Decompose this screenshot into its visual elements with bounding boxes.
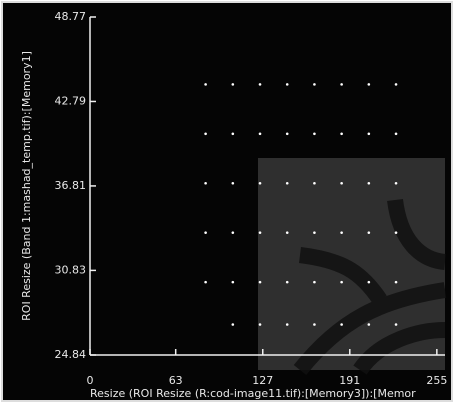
point [313, 181, 316, 185]
point [258, 83, 262, 86]
point [367, 132, 371, 136]
point [367, 323, 371, 326]
point [313, 323, 316, 326]
y-tick-label: 48.77 [55, 10, 87, 23]
point [340, 231, 343, 234]
point [313, 132, 316, 136]
point [394, 132, 398, 136]
point [231, 323, 235, 326]
point [313, 231, 316, 234]
point [285, 181, 289, 185]
point [340, 323, 343, 326]
point [231, 132, 235, 136]
point [285, 83, 289, 86]
point [340, 132, 343, 136]
point [231, 280, 235, 284]
point [394, 280, 398, 284]
point [258, 323, 262, 326]
point [231, 231, 235, 234]
point [394, 323, 398, 326]
point [231, 181, 235, 185]
point [285, 231, 289, 234]
y-tick-label: 36.81 [55, 179, 87, 192]
x-axis-label: Resize (ROI Resize (R:cod-image11.tif):[… [90, 387, 416, 400]
point [204, 231, 207, 234]
y-tick-label: 30.83 [55, 263, 87, 276]
y-tick-label: 42.79 [55, 94, 87, 107]
point [367, 231, 371, 234]
point [367, 83, 371, 86]
point [204, 280, 207, 284]
point [394, 231, 398, 234]
y-axis-label: ROI Resize (Band 1:mashad_temp.tif):[Mem… [20, 51, 33, 321]
point [258, 132, 262, 136]
point [340, 280, 343, 284]
point [204, 83, 207, 86]
point [285, 323, 289, 326]
point [231, 83, 235, 86]
y-tick-label: 24.84 [55, 348, 87, 361]
point [367, 280, 371, 284]
point [258, 231, 262, 234]
point [394, 83, 398, 86]
point [313, 83, 316, 86]
overlay-shape [293, 198, 447, 375]
point [340, 181, 343, 185]
x-tick-label: 255 [426, 374, 447, 387]
point [313, 280, 316, 284]
point [394, 181, 398, 185]
x-tick-label: 191 [339, 374, 360, 387]
point [204, 132, 207, 136]
x-tick-label: 127 [252, 374, 273, 387]
point [258, 181, 262, 185]
point [285, 280, 289, 284]
x-tick-label: 63 [169, 374, 183, 387]
x-tick-label: 0 [87, 374, 94, 387]
point [367, 181, 371, 185]
point [285, 132, 289, 136]
point [340, 83, 343, 86]
point [204, 181, 207, 185]
point [258, 280, 262, 284]
